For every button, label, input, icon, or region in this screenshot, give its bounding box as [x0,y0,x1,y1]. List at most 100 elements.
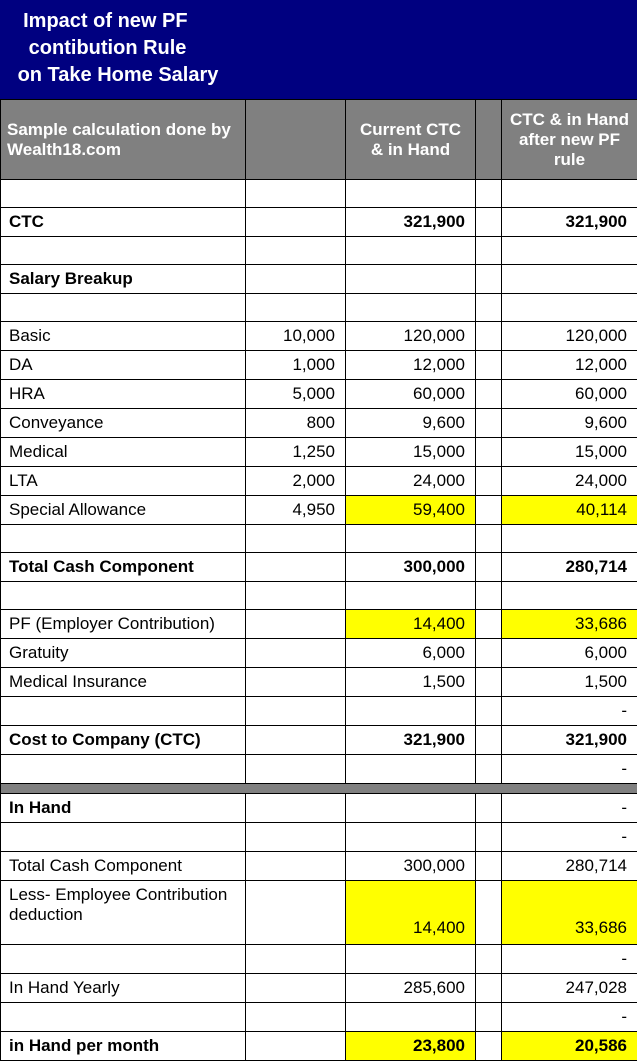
row-dash: - [1,945,637,974]
row-ctc-total: Cost to Company (CTC) 321,900 321,900 [1,726,637,755]
cell-new: - [502,755,637,784]
cell-label: Total Cash Component [1,553,246,582]
blank-row [1,180,637,208]
cell-new: - [502,794,637,823]
cell-cur: 14,400 [346,881,476,945]
cell-label: Salary Breakup [1,265,246,294]
cell-new: 12,000 [502,351,637,380]
cell-new: 9,600 [502,409,637,438]
row-hra: HRA 5,000 60,000 60,000 [1,380,637,409]
cell-label: Total Cash Component [1,852,246,881]
row-dash: - [1,697,637,726]
cell-new: 15,000 [502,438,637,467]
row-conveyance: Conveyance 800 9,600 9,600 [1,409,637,438]
cell-month: 10,000 [246,322,346,351]
row-dash: - [1,823,637,852]
cell-month: 800 [246,409,346,438]
cell-cur: 321,900 [346,208,476,237]
header-new: CTC & in Hand after new PF rule [502,100,637,180]
cell-month: 1,250 [246,438,346,467]
title-line-3: on Take Home Salary [18,64,219,86]
row-dash: - [1,755,637,784]
cell-new: 6,000 [502,639,637,668]
header-row: Sample calculation done by Wealth18.com … [1,100,637,180]
row-medical: Medical 1,250 15,000 15,000 [1,438,637,467]
blank-row [1,525,637,553]
cell-label: Medical Insurance [1,668,246,697]
cell-new: - [502,1003,637,1032]
cell-label: PF (Employer Contribution) [1,610,246,639]
row-ctc: CTC 321,900 321,900 [1,208,637,237]
row-total-cash: Total Cash Component 300,000 280,714 [1,553,637,582]
cell-label: Special Allowance [1,496,246,525]
cell-new: 40,114 [502,496,637,525]
cell-label: Conveyance [1,409,246,438]
blank-row [1,582,637,610]
cell-new: 321,900 [502,726,637,755]
cell-new: 247,028 [502,974,637,1003]
row-special: Special Allowance 4,950 59,400 40,114 [1,496,637,525]
header-label: Sample calculation done by Wealth18.com [1,100,246,180]
cell-label: in Hand per month [1,1032,246,1061]
cell-new: 33,686 [502,881,637,945]
cell-new: 24,000 [502,467,637,496]
cell-cur: 24,000 [346,467,476,496]
cell-cur: 120,000 [346,322,476,351]
cell-cur: 14,400 [346,610,476,639]
row-monthly: in Hand per month 23,800 20,586 [1,1032,637,1061]
cell-cur: 23,800 [346,1032,476,1061]
cell-label: HRA [1,380,246,409]
cell-new: 280,714 [502,553,637,582]
row-gratuity: Gratuity 6,000 6,000 [1,639,637,668]
salary-table: Sample calculation done by Wealth18.com … [0,99,637,1061]
cell-label: Gratuity [1,639,246,668]
cell-month: 2,000 [246,467,346,496]
row-in-hand-header: In Hand - [1,794,637,823]
cell-cur: 59,400 [346,496,476,525]
cell-new: 280,714 [502,852,637,881]
row-med-ins: Medical Insurance 1,500 1,500 [1,668,637,697]
cell-new: 120,000 [502,322,637,351]
row-tcc2: Total Cash Component 300,000 280,714 [1,852,637,881]
cell-cur: 1,500 [346,668,476,697]
title-line-1: Impact of new PF [23,10,187,32]
row-dash: - [1,1003,637,1032]
cell-label: LTA [1,467,246,496]
cell-month: 5,000 [246,380,346,409]
cell-cur: 12,000 [346,351,476,380]
cell-cur: 6,000 [346,639,476,668]
row-basic: Basic 10,000 120,000 120,000 [1,322,637,351]
cell-new: 321,900 [502,208,637,237]
cell-new: - [502,945,637,974]
cell-label: CTC [1,208,246,237]
cell-new: - [502,697,637,726]
cell-cur: 321,900 [346,726,476,755]
row-lta: LTA 2,000 24,000 24,000 [1,467,637,496]
cell-label: Basic [1,322,246,351]
header-gap [476,100,502,180]
row-yearly: In Hand Yearly 285,600 247,028 [1,974,637,1003]
cell-cur: 300,000 [346,852,476,881]
row-pf-employer: PF (Employer Contribution) 14,400 33,686 [1,610,637,639]
blank-row [1,294,637,322]
cell-label: Cost to Company (CTC) [1,726,246,755]
cell-label: In Hand [1,794,246,823]
cell-month: 1,000 [246,351,346,380]
row-breakup-header: Salary Breakup [1,265,637,294]
blank-row [1,237,637,265]
cell-new: 1,500 [502,668,637,697]
cell-cur: 15,000 [346,438,476,467]
separator-row [1,784,637,794]
title-line-2: contibution Rule [29,37,187,59]
cell-new: 60,000 [502,380,637,409]
row-da: DA 1,000 12,000 12,000 [1,351,637,380]
header-current: Current CTC & in Hand [346,100,476,180]
title-block: Impact of new PF contibution Rule on Tak… [0,0,637,99]
cell-month: 4,950 [246,496,346,525]
cell-label: In Hand Yearly [1,974,246,1003]
cell-new: 33,686 [502,610,637,639]
cell-new: - [502,823,637,852]
cell-label: Less- Employee Contribution deduction [1,881,246,945]
row-less-emp: Less- Employee Contribution deduction 14… [1,881,637,945]
cell-cur: 60,000 [346,380,476,409]
